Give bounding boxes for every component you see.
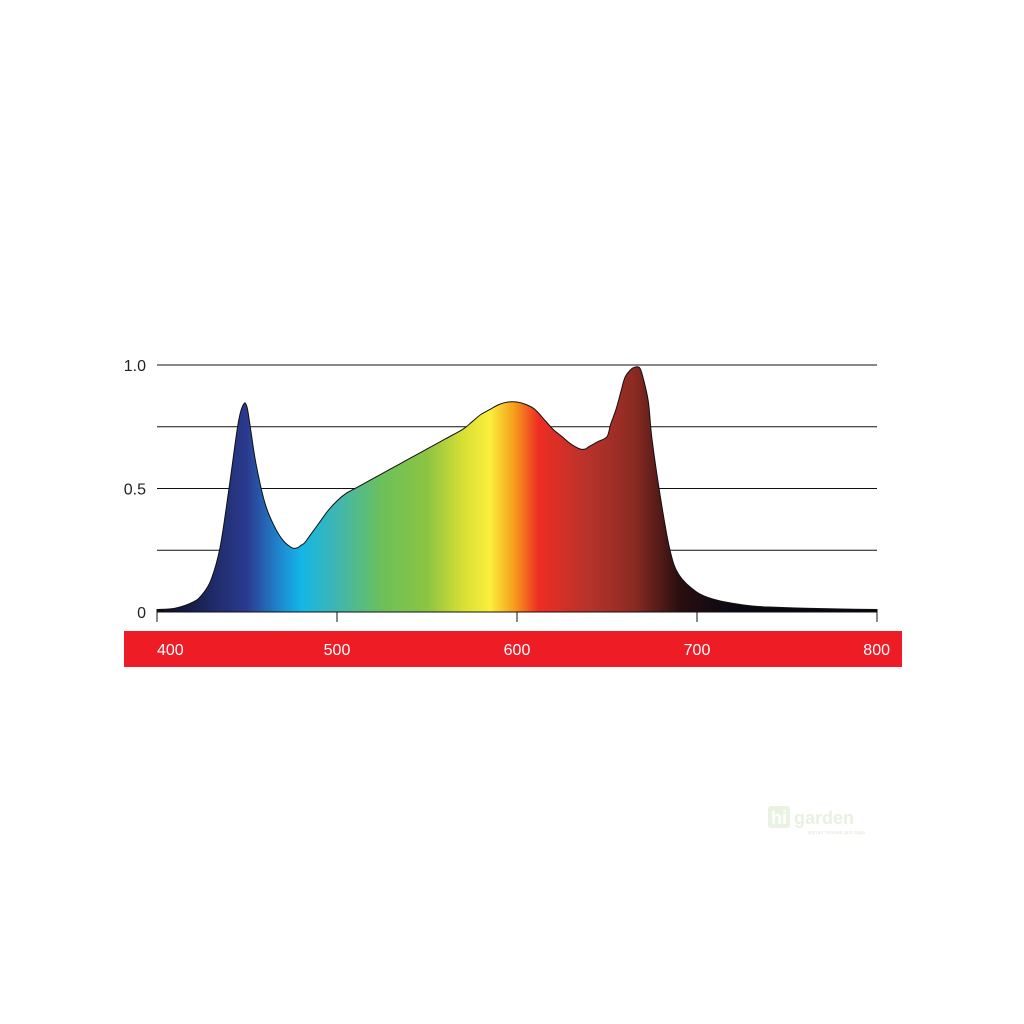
y-tick-label: 0: [137, 605, 146, 622]
x-tick-labels: 400 500 600 700 800: [157, 642, 890, 659]
watermark-logo-mark-text: hi: [771, 808, 787, 828]
series-area: [156, 366, 878, 613]
y-tick-label: 0.5: [124, 482, 146, 499]
watermark-logo-word: garden: [794, 808, 854, 828]
x-axis: [124, 611, 902, 667]
x-tick-label: 700: [684, 642, 711, 659]
watermark-tagline: крутая техника для сада: [808, 830, 865, 836]
spectrum-area: [156, 366, 878, 613]
x-tick-label: 400: [157, 642, 184, 659]
watermark-logo-mark: [768, 806, 790, 828]
x-axis-band: [124, 631, 902, 667]
y-tick-labels: 0 0.5 1.0: [124, 358, 146, 622]
x-tick-label: 500: [324, 642, 351, 659]
x-tick-label: 800: [863, 642, 890, 659]
watermark-logo: hi garden крутая техника для сада: [768, 806, 865, 836]
x-tick-label: 600: [504, 642, 531, 659]
y-tick-label: 1.0: [124, 358, 146, 375]
